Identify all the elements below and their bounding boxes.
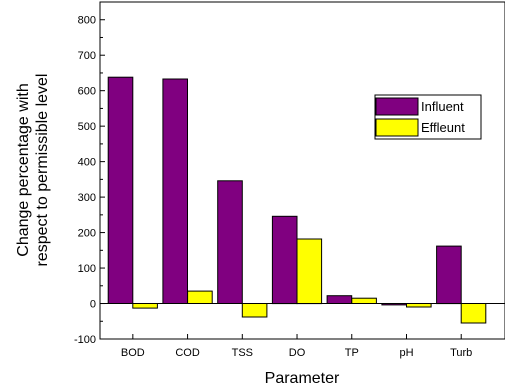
y-tick-label: 300: [78, 192, 96, 204]
x-axis-title: Parameter: [265, 370, 340, 387]
y-tick-label: 400: [78, 157, 96, 169]
y-axis-title-line-2: respect to permissible level: [34, 74, 51, 267]
bar-influent-tss: [217, 180, 243, 304]
bar-effluent-cod: [187, 290, 213, 305]
x-tick-label-tss: TSS: [232, 347, 253, 359]
y-tick-label: 0: [90, 299, 96, 311]
legend-swatch-influent: [375, 97, 419, 116]
legend: Influent Effleunt: [374, 94, 482, 140]
y-tick-label: 200: [78, 228, 96, 240]
bars-group: [107, 76, 487, 324]
y-axis: -100 0 100 200 300 400 500 600 700 800: [74, 15, 105, 346]
bar-effluent-turb: [460, 303, 487, 324]
y-tick-label: 700: [78, 50, 96, 62]
y-tick-label: -100: [74, 334, 96, 346]
plot-area-border: [99, 1, 505, 340]
bar-effluent-tp: [351, 297, 377, 305]
y-axis-title: Change percentage with respect to permis…: [15, 74, 51, 267]
y-tick-label: 100: [78, 263, 96, 275]
bar-influent-cod: [162, 78, 188, 304]
y-tick-label: 800: [78, 15, 96, 27]
bar-effluent-bod: [132, 303, 158, 309]
bar-effluent-tss: [241, 303, 268, 318]
plot-frame: [99, 1, 505, 340]
bar-influent-tp: [326, 295, 353, 305]
x-tick-label-tp: TP: [345, 347, 359, 359]
legend-swatch-effluent: [375, 118, 419, 137]
bar-influent-do: [271, 215, 298, 305]
y-tick-label: 500: [78, 121, 96, 133]
bar-effluent-do: [296, 238, 323, 305]
x-tick-label-do: DO: [289, 347, 306, 359]
y-tick-label: 600: [78, 86, 96, 98]
bar-influent-turb: [436, 245, 462, 305]
legend-label-effluent: Effleunt: [421, 120, 465, 135]
x-tick-label-turb: Turb: [450, 347, 472, 359]
x-tick-label-cod: COD: [175, 347, 200, 359]
x-tick-label-bod: BOD: [121, 347, 145, 359]
legend-label-influent: Influent: [421, 99, 464, 114]
x-axis: BOD COD TSS DO TP pH Turb: [121, 334, 472, 359]
bar-influent-bod: [107, 76, 134, 304]
y-axis-title-line-1: Change percentage with: [15, 83, 32, 256]
x-tick-label-ph: pH: [399, 347, 413, 359]
